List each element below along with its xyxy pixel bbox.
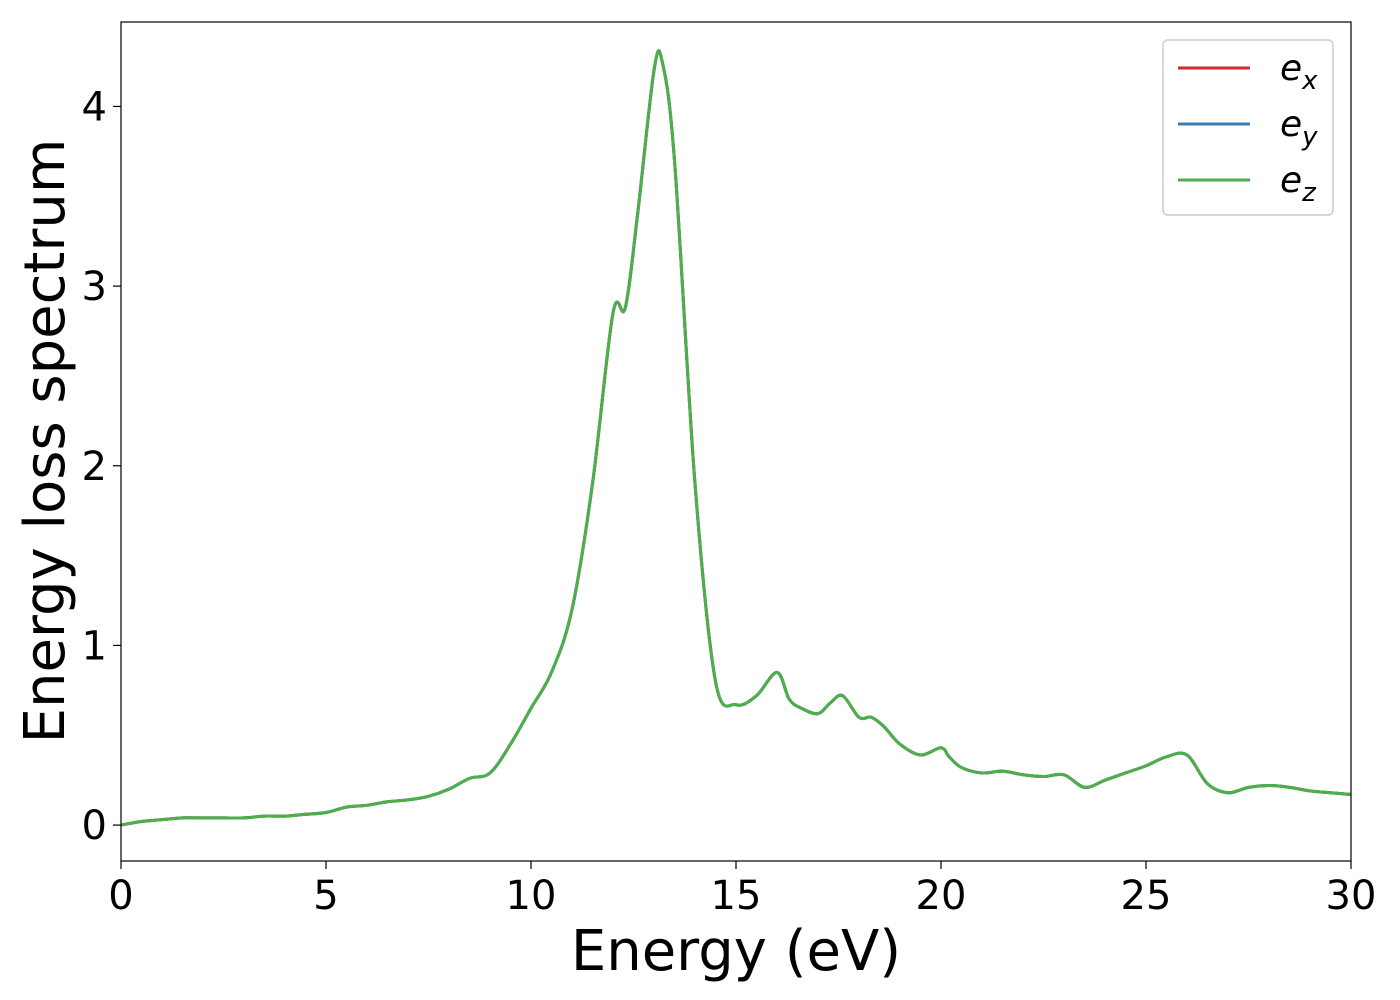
x-tick-label: 15 [711,873,762,919]
x-tick-label: 30 [1326,873,1377,919]
legend-label-e-x: ex [1280,48,1318,96]
x-tick-label: 25 [1121,873,1172,919]
y-tick-label: 1 [82,623,107,669]
x-axis-ticks: 0 5 10 15 20 25 30 [108,861,1376,919]
y-tick-label: 3 [82,264,107,310]
x-axis-label: Energy (eV) [571,919,901,984]
y-tick-label: 0 [82,803,107,849]
y-axis-label: Energy loss spectrum [13,139,78,744]
legend-label-e-y: ey [1280,104,1318,152]
x-tick-label: 0 [108,873,133,919]
legend: ex ey ez [1162,39,1334,216]
legend-label-e-z: ez [1280,160,1317,208]
series-lines [120,49,1352,827]
y-tick-label: 2 [82,444,107,490]
plot-frame [120,21,1352,862]
x-tick-label: 5 [313,873,338,919]
series-line-e-z [120,49,1352,827]
x-tick-label: 10 [506,873,557,919]
y-tick-label: 4 [82,84,107,130]
legend-box [1162,39,1334,216]
y-axis-ticks: 0 1 2 3 4 [82,84,121,849]
x-tick-label: 20 [916,873,967,919]
